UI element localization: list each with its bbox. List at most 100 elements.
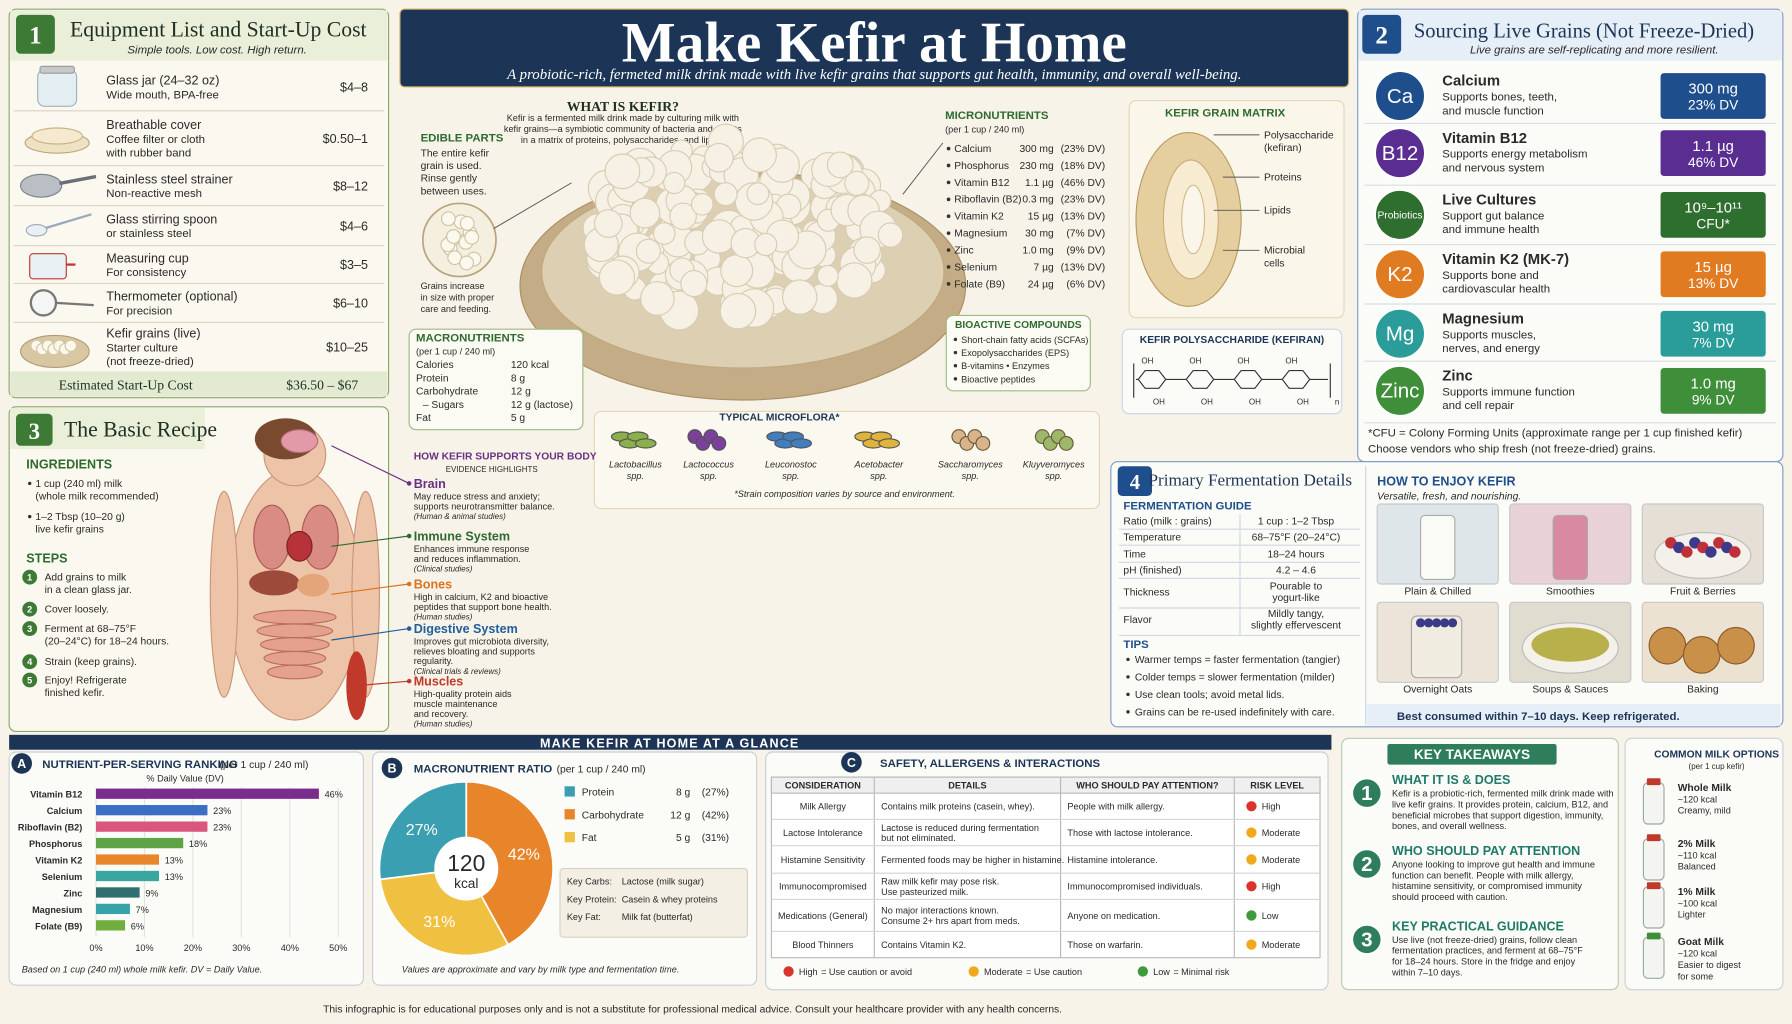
edible-text: grain is used. xyxy=(421,161,482,172)
nutrient-desc: and muscle function xyxy=(1442,105,1543,117)
bar xyxy=(96,903,130,915)
item-cost: $4–6 xyxy=(340,219,368,233)
section-title: Sourcing Live Grains (Not Freeze-Dried) xyxy=(1414,21,1754,43)
micro-dv: (23% DV) xyxy=(1061,144,1106,155)
bullet xyxy=(1126,657,1130,662)
kefir-grain xyxy=(604,153,641,190)
micro-name: Magnesium xyxy=(954,229,1007,240)
consideration: Lactose Intolerance xyxy=(783,828,863,838)
macro-subtitle: (per 1 cup / 240 ml) xyxy=(416,346,495,356)
legend-level: High xyxy=(799,967,818,977)
bar xyxy=(96,837,184,849)
leader-dot xyxy=(406,626,412,631)
grain-nodule xyxy=(446,229,461,244)
body-torso xyxy=(228,467,362,721)
leader-dot xyxy=(406,481,412,486)
enjoy-subtitle: Versatile, fresh, and nourishing. xyxy=(1377,491,1521,502)
micro-amount: 7 µg xyxy=(1034,262,1054,273)
total-band xyxy=(10,371,388,397)
x-tick-label: 50% xyxy=(329,943,347,953)
section-badge xyxy=(16,14,55,54)
slice-label: 42% xyxy=(508,847,540,864)
body-heart xyxy=(286,530,313,562)
bioactive-item: Bioactive peptides xyxy=(961,374,1035,384)
legend-level: Moderate xyxy=(984,967,1023,977)
milk-bottle xyxy=(1642,886,1665,929)
grain-nodule xyxy=(440,211,456,227)
legend-swatch xyxy=(564,786,575,797)
kefir-grain xyxy=(816,264,839,287)
item-cost: $8–12 xyxy=(333,179,368,193)
grain-blob xyxy=(64,339,78,352)
amount-value: 300 mg xyxy=(1688,82,1738,98)
milk-bottle xyxy=(1642,838,1665,881)
guide-value: Pourable to xyxy=(1270,582,1323,593)
tip-text: Colder temps = slower fermentation (mild… xyxy=(1135,672,1335,683)
section-subtitle: Simple tools. Low cost. High return. xyxy=(127,45,306,57)
item-cost: $3–5 xyxy=(340,258,368,272)
microbe-name: Lactobacillus xyxy=(609,459,662,469)
body-text: peptides that support bone health. xyxy=(414,602,552,612)
milk-name: 1% Milk xyxy=(1678,887,1716,898)
item-detail: Non-reactive mesh xyxy=(106,188,202,200)
milk-bottle xyxy=(1642,782,1665,825)
leader-dot xyxy=(406,533,412,539)
strainer-handle xyxy=(59,174,97,186)
nutrient-desc: cardiovascular health xyxy=(1442,284,1550,296)
micro-dv: (13% DV) xyxy=(1061,262,1106,273)
guide-label: Thickness xyxy=(1123,587,1169,598)
nutrient-symbol: Mg xyxy=(1386,323,1415,346)
food-label: Overnight Oats xyxy=(1403,685,1472,696)
takeaway-text: within 7–10 days. xyxy=(1391,967,1463,977)
nutrient-desc: Supports bone and xyxy=(1442,270,1538,282)
value-label: 9% xyxy=(145,888,158,898)
bullet xyxy=(946,214,951,219)
body-lung xyxy=(253,504,291,570)
legend-dot xyxy=(1137,966,1148,977)
what-is-text: in a matrix of proteins, polysaccharides… xyxy=(521,135,725,145)
kefiran-title: KEFIR POLYSACCHARIDE (KEFIRAN) xyxy=(1140,335,1324,346)
takeaway-text: Use live (not freeze-dried) grains, foll… xyxy=(1392,935,1577,945)
category-label: Calcium xyxy=(47,806,82,816)
macro-amount: 5 g xyxy=(511,413,526,424)
tip-text: Use clean tools; avoid metal lids. xyxy=(1135,690,1285,701)
food-berry xyxy=(1729,546,1741,558)
letter: A xyxy=(17,757,26,771)
nutrient-name: Vitamin K2 (MK-7) xyxy=(1442,252,1569,268)
consideration: Milk Allergy xyxy=(800,802,847,812)
micro-name: Vitamin B12 xyxy=(954,178,1009,189)
bar xyxy=(96,788,319,799)
body-subtitle: EVIDENCE HIGHLIGHTS xyxy=(446,465,538,474)
bioactive-item: Exopolysaccharides (EPS) xyxy=(961,348,1069,358)
growth-text: in size with proper xyxy=(421,293,495,303)
milk-cap xyxy=(1646,834,1661,842)
amount-dv: 23% DV xyxy=(1688,98,1739,113)
who: Those with lactose intolerance. xyxy=(1067,828,1192,838)
takeaways-panel xyxy=(1341,737,1619,991)
value-label: 6% xyxy=(131,921,144,931)
body-brain xyxy=(280,429,319,454)
macro-amount: 120 kcal xyxy=(511,360,549,371)
oh-label: OH xyxy=(1189,356,1201,365)
who: Histamine intolerance. xyxy=(1067,855,1157,865)
kefir-grain xyxy=(669,202,697,231)
oh-label: OH xyxy=(1297,398,1309,407)
kefir-grain xyxy=(720,254,754,288)
kefir-grain xyxy=(741,137,777,173)
value-label: 46% xyxy=(325,790,343,800)
step-circle xyxy=(22,569,38,585)
tip-text: Warmer temps = faster fermentation (tang… xyxy=(1135,655,1340,666)
risk-dot xyxy=(1246,910,1257,921)
risk-level: High xyxy=(1262,882,1281,892)
body-text: regularity. xyxy=(414,656,453,666)
bullet xyxy=(946,265,951,269)
value-label: 7% xyxy=(136,905,149,915)
milk-detail: Easier to digest xyxy=(1678,960,1741,970)
kefir-grain xyxy=(836,262,873,299)
x-tick-label: 20% xyxy=(184,943,202,953)
nutrient-name: Vitamin B12 xyxy=(1442,131,1527,147)
item-detail: For precision xyxy=(106,305,172,317)
microbe xyxy=(878,438,900,449)
item-cost: $10–25 xyxy=(326,340,368,354)
